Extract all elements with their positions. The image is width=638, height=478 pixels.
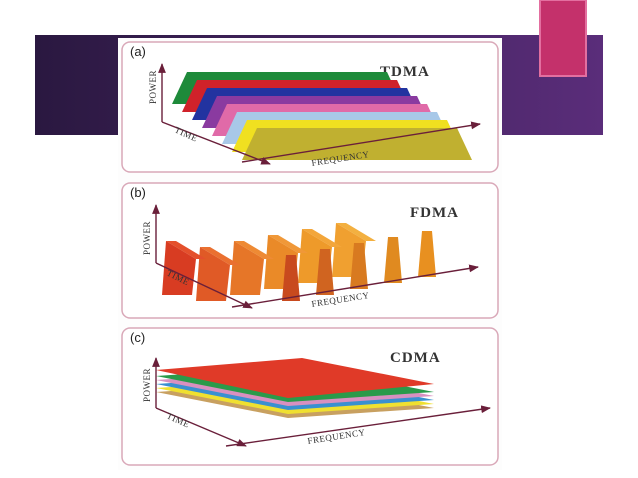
panel-label: (b) bbox=[130, 185, 146, 200]
frequency-axis bbox=[231, 264, 479, 308]
y-axis-label: POWER bbox=[142, 221, 152, 255]
accent-block bbox=[539, 0, 587, 77]
y-axis-label: POWER bbox=[142, 368, 152, 402]
y-axis-label: POWER bbox=[148, 70, 158, 104]
time-axis bbox=[161, 121, 271, 165]
frequency-axis bbox=[225, 405, 491, 447]
panel-label: (a) bbox=[130, 44, 146, 59]
panel-title: CDMA bbox=[390, 350, 441, 366]
time-axis bbox=[155, 407, 247, 447]
frequency-axis bbox=[241, 121, 481, 163]
panel-label: (c) bbox=[130, 330, 145, 345]
time-axis bbox=[155, 262, 253, 309]
panel-title: TDMA bbox=[380, 64, 430, 80]
layer bbox=[156, 358, 434, 398]
panel-title: FDMA bbox=[410, 205, 459, 221]
ridge bbox=[230, 241, 334, 295]
ridge bbox=[196, 247, 300, 301]
ridge bbox=[162, 241, 206, 295]
panel-cdma: (c) CDMA POWER TIME FREQUENCY bbox=[121, 327, 499, 466]
panel-tdma: (a) TDMA POWER TIME FREQUENCY bbox=[121, 41, 499, 173]
panel-fdma: (b) FDMA POWER TIME FREQUENCY bbox=[121, 182, 499, 319]
